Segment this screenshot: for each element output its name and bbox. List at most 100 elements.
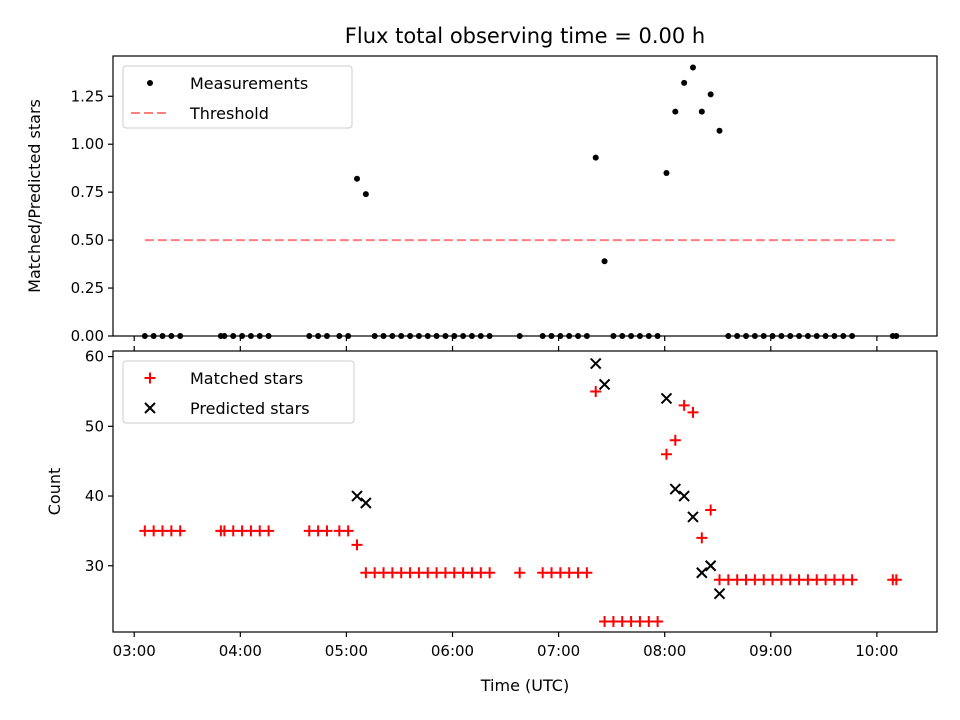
point-0-0-7	[230, 333, 237, 339]
point-0-0-33	[516, 333, 523, 339]
legend-label-0-1: Threshold	[189, 104, 269, 123]
point-0-0-50	[681, 79, 688, 86]
point-1-1-10	[713, 587, 726, 600]
point-0-0-38	[575, 333, 582, 339]
point-1-1-8	[696, 567, 708, 579]
point-1-0-17	[351, 539, 363, 551]
legend-label-1-0: Matched stars	[190, 369, 303, 388]
point-0-0-13	[315, 333, 322, 339]
point-1-0-52	[696, 532, 708, 544]
point-0-0-14	[323, 333, 330, 339]
point-0-0-69	[849, 333, 856, 339]
point-0-0-40	[592, 154, 599, 161]
point-0-0-56	[734, 333, 741, 339]
point-0-0-41	[601, 258, 608, 265]
point-1-0-47	[652, 616, 664, 628]
point-0-0-24	[415, 333, 422, 339]
legend-swatch-1-1	[144, 402, 156, 414]
point-0-0-57	[743, 333, 750, 339]
point-0-0-66	[822, 333, 829, 339]
axes-frame-0	[112, 55, 938, 337]
point-0-0-45	[636, 333, 643, 339]
point-0-0-34	[539, 333, 546, 339]
axes-frame-1	[112, 350, 938, 633]
point-0-0-16	[345, 333, 352, 339]
y-tick-label-1-2: 50	[85, 417, 104, 435]
point-0-0-53	[707, 91, 714, 98]
legend-swatch-0-0	[147, 80, 153, 86]
x-tick-label-3: 06:00	[431, 642, 474, 660]
point-0-0-15	[336, 333, 343, 339]
point-0-0-59	[760, 333, 767, 339]
point-1-1-0	[351, 490, 363, 502]
y-axis-label-1: Count	[45, 468, 64, 516]
point-0-0-46	[645, 333, 652, 339]
point-0-0-23	[407, 333, 414, 339]
y-tick-label-1-3: 60	[85, 348, 104, 366]
point-0-0-2	[159, 333, 166, 339]
point-0-0-55	[725, 333, 732, 339]
point-0-0-9	[247, 333, 254, 339]
point-0-0-22	[398, 333, 405, 339]
point-1-1-9	[704, 560, 717, 572]
legend-label-1-1: Predicted stars	[190, 399, 310, 418]
point-1-0-39	[581, 567, 593, 579]
figure-title: Flux total observing time = 0.00 h	[345, 24, 705, 48]
point-0-0-37	[566, 333, 573, 339]
y-tick-label-0-0: 0.00	[71, 327, 104, 345]
point-1-1-3	[598, 378, 611, 391]
y-axis-label-0: Matched/Predicted stars	[25, 99, 44, 293]
point-0-0-21	[389, 333, 396, 339]
point-0-0-54	[716, 127, 723, 134]
point-0-0-64	[804, 333, 811, 339]
point-0-0-65	[813, 333, 820, 339]
x-tick-label-2: 05:00	[325, 642, 368, 660]
point-0-0-11	[265, 333, 272, 339]
y-tick-label-1-1: 40	[85, 487, 104, 505]
point-0-0-62	[787, 333, 794, 339]
x-axis-label: Time (UTC)	[480, 676, 569, 695]
point-1-0-14	[321, 525, 333, 537]
point-1-1-6	[678, 490, 690, 502]
point-0-0-51	[689, 64, 696, 71]
x-tick-label-1: 04:00	[219, 642, 262, 660]
point-0-0-6	[221, 333, 228, 339]
x-tick-label-0: 03:00	[113, 642, 156, 660]
point-0-0-3	[168, 333, 175, 339]
series-1-0	[139, 385, 902, 628]
point-0-0-18	[362, 191, 369, 198]
legend-box-1	[122, 360, 355, 424]
x-tick-label-6: 09:00	[749, 642, 792, 660]
point-0-0-39	[583, 333, 590, 339]
y-tick-label-0-4: 1.00	[71, 135, 104, 153]
point-0-0-44	[628, 333, 635, 339]
bottom-panel: 30 40 50 60 03:00 04:00 05:00 06:00 07:00 08:00 09…	[45, 346, 938, 695]
point-1-1-1	[360, 497, 372, 509]
y-tick-label-0-1: 0.25	[71, 279, 104, 297]
point-0-0-20	[380, 333, 387, 339]
point-0-0-42	[610, 333, 617, 339]
point-0-0-32	[486, 333, 493, 339]
point-0-0-10	[256, 333, 263, 339]
point-0-0-52	[698, 108, 705, 115]
legend-box-0	[122, 65, 353, 129]
legend-0: Measurements Threshold	[122, 65, 353, 129]
point-1-0-50	[678, 399, 690, 411]
y-tick-label-1-0: 30	[85, 557, 104, 575]
point-0-0-12	[306, 333, 313, 339]
point-0-0-49	[672, 108, 679, 115]
legend-swatch-1-0	[144, 372, 156, 384]
point-0-0-36	[557, 333, 564, 339]
point-0-0-43	[619, 333, 626, 339]
point-0-0-61	[778, 333, 785, 339]
legend-1: Matched stars Predicted stars	[122, 360, 355, 424]
point-1-0-4	[174, 525, 186, 537]
point-0-0-28	[451, 333, 458, 339]
point-1-0-69	[846, 574, 858, 586]
point-0-0-19	[371, 333, 378, 339]
point-0-0-26	[433, 333, 440, 339]
point-0-0-30	[468, 333, 475, 339]
series-1-1	[351, 357, 726, 600]
point-1-0-49	[669, 434, 681, 446]
